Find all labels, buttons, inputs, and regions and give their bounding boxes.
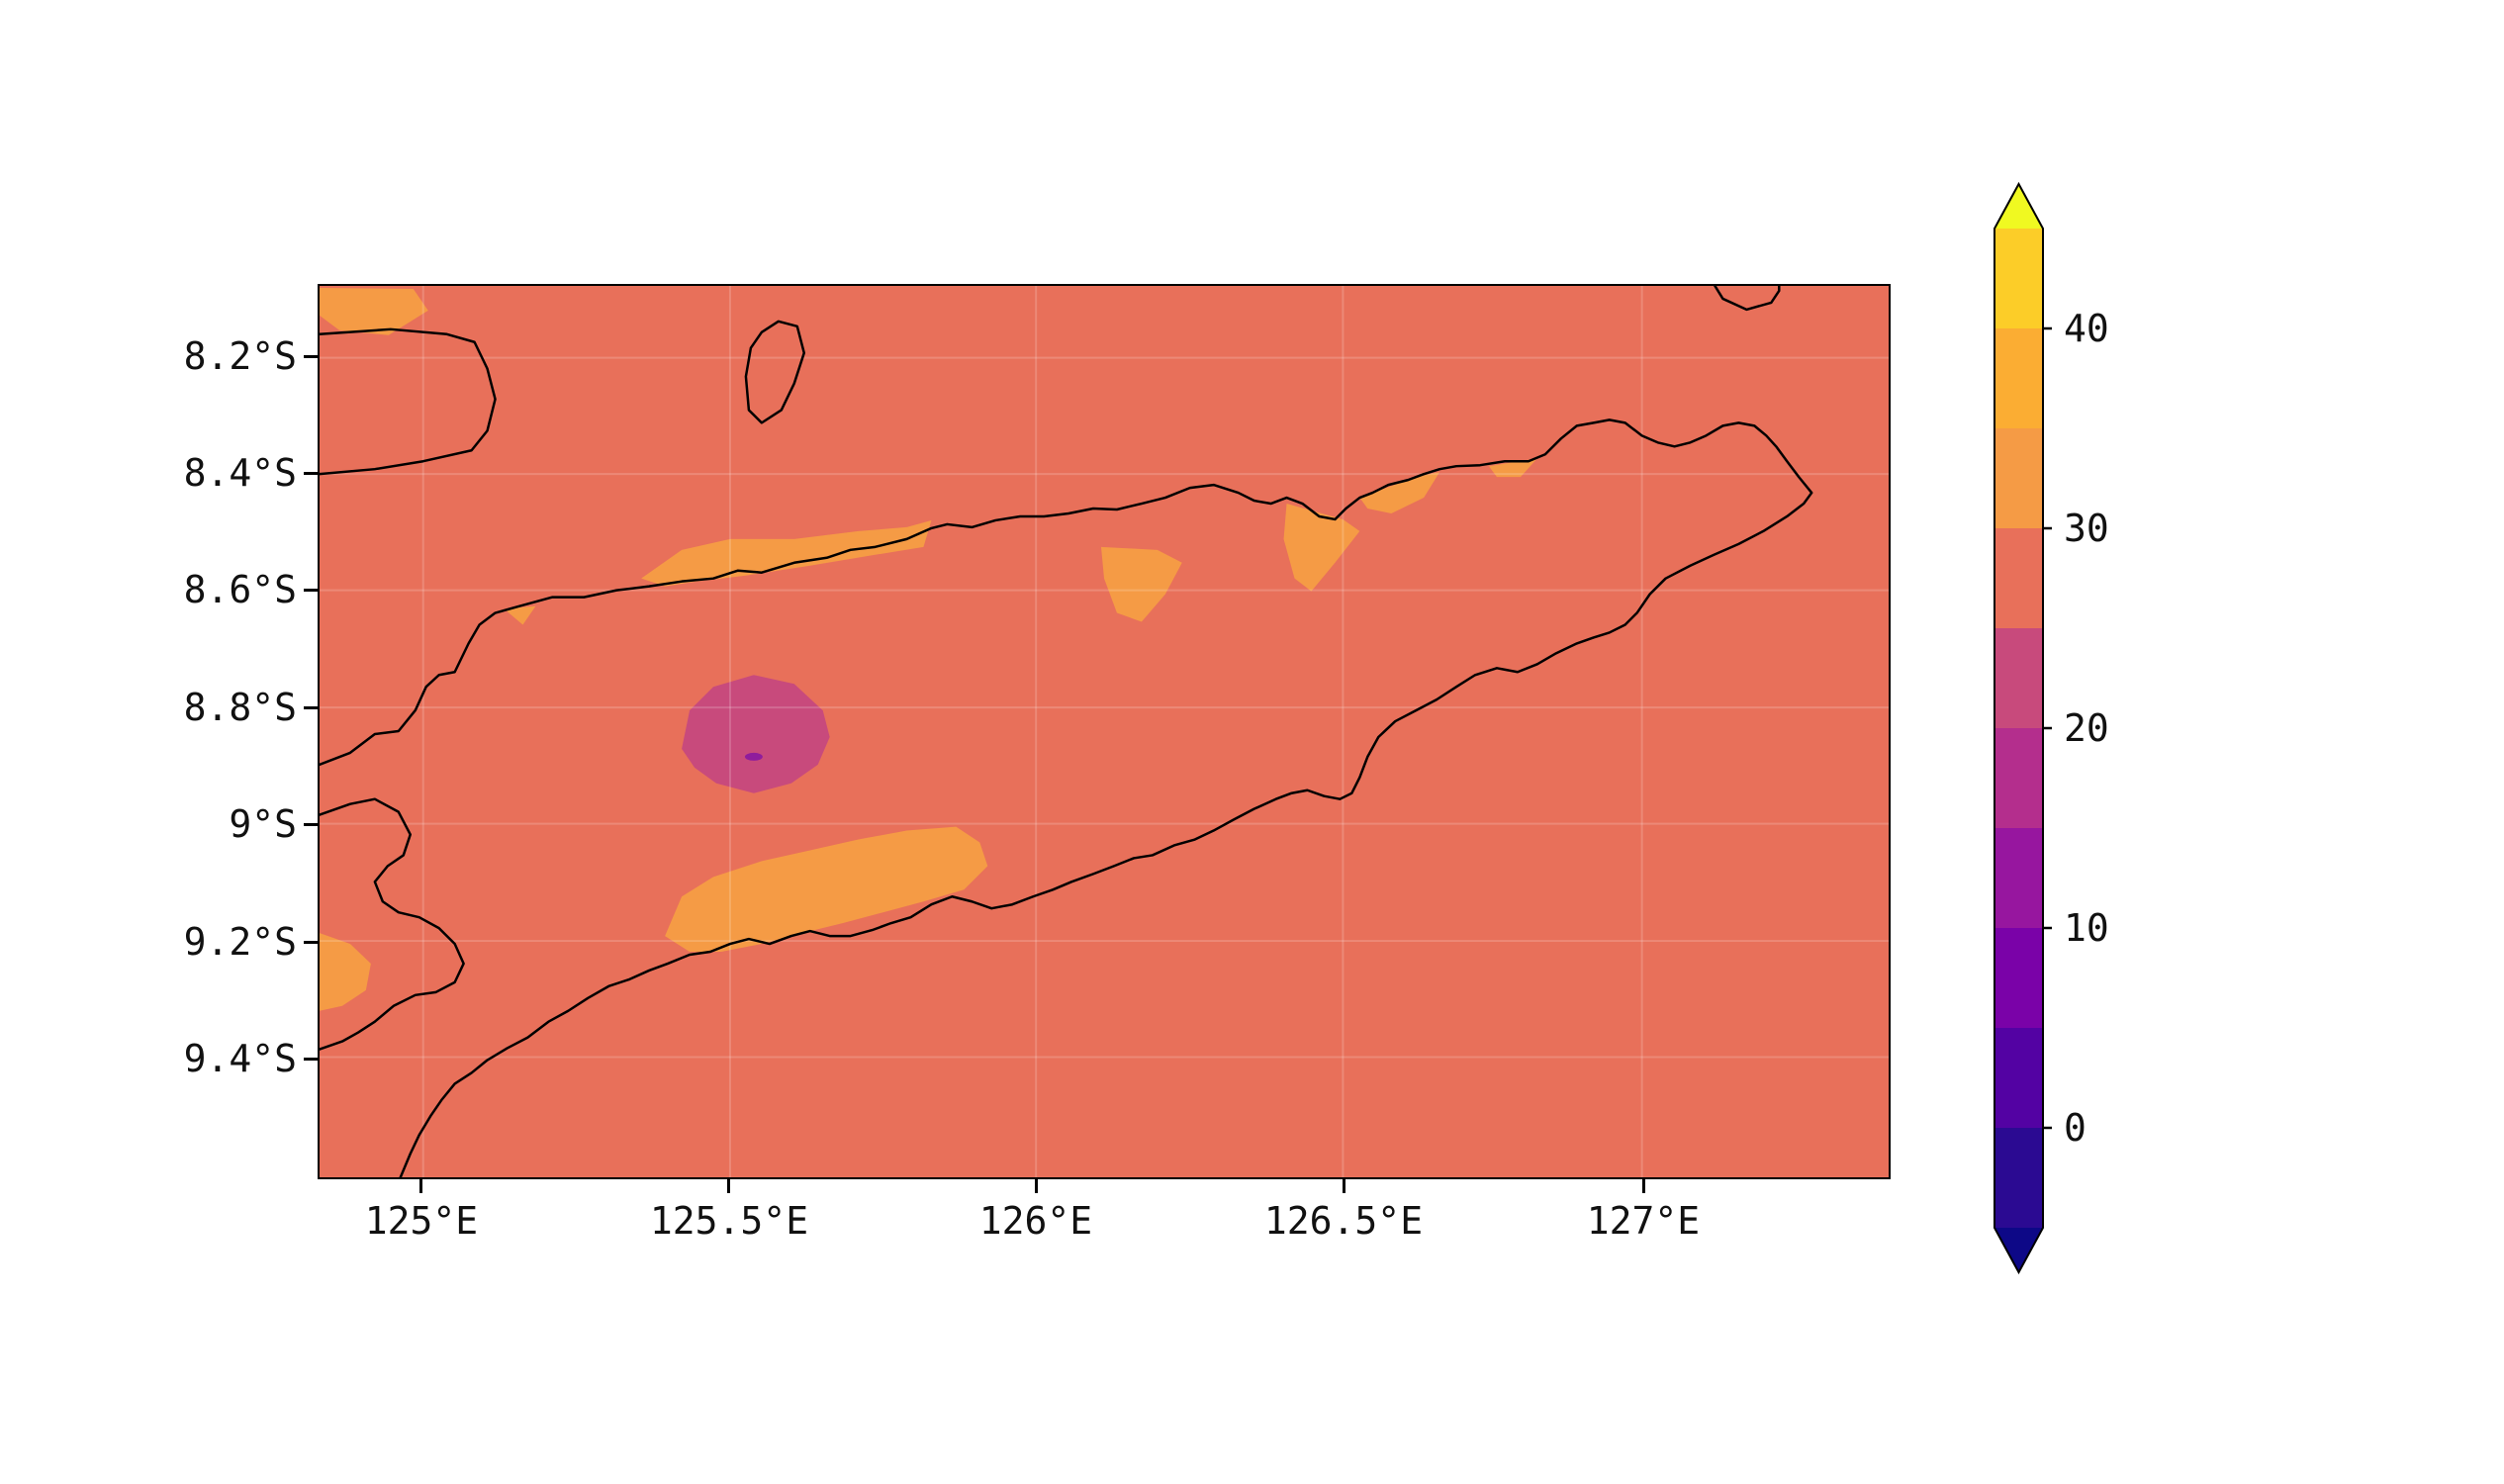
coastline-atauro <box>744 320 806 424</box>
y-axis-tick <box>304 823 318 826</box>
colorbar-tick-label: 20 <box>2064 706 2109 750</box>
warm-patch-west-edge <box>320 933 371 1011</box>
y-axis-tick <box>304 941 318 944</box>
y-tick-label: 9.4°S <box>183 1037 297 1080</box>
colorbar-ticks <box>2043 326 2052 1130</box>
y-tick-label: 9°S <box>229 802 297 846</box>
colorbar-band <box>1994 328 2043 428</box>
colorbar-tick-label: 0 <box>2064 1106 2087 1150</box>
cool-spot <box>744 752 763 761</box>
warm-patch-north-coast <box>641 519 932 587</box>
map-plot <box>318 284 1891 1179</box>
warm-patch-northeast-3 <box>1489 458 1537 478</box>
graticule-grid <box>320 286 1889 1177</box>
warm-patch-northeast-2 <box>1359 472 1440 513</box>
x-tick-label: 126°E <box>978 1199 1093 1243</box>
colorbar-over-arrow <box>1994 184 2043 229</box>
x-tick-label: 125.5°E <box>649 1199 809 1243</box>
colorbar-tick-label: 30 <box>2064 507 2109 550</box>
coastline-timor-main <box>320 418 1813 1177</box>
x-axis-tick <box>1343 1179 1345 1193</box>
y-axis-tick <box>304 1058 318 1061</box>
coastlines <box>320 286 1813 1177</box>
colorbar-band <box>1994 628 2043 728</box>
y-tick-label: 8.2°S <box>183 334 297 378</box>
y-axis-tick <box>304 706 318 709</box>
x-tick-label: 125°E <box>364 1199 479 1243</box>
colorbar-tick-label: 40 <box>2064 307 2109 350</box>
y-tick-label: 8.8°S <box>183 686 297 729</box>
coastline-alor <box>320 327 497 476</box>
x-axis-tick <box>1035 1179 1038 1193</box>
x-axis-tick <box>727 1179 730 1193</box>
colorbar-band <box>1994 728 2043 828</box>
y-axis-tick <box>304 589 318 592</box>
coastline-top-islet <box>1714 286 1781 312</box>
x-tick-label: 126.5°E <box>1263 1199 1424 1243</box>
colorbar-band <box>1994 428 2043 528</box>
y-axis-tick <box>304 472 318 475</box>
colorbar-band <box>1994 828 2043 928</box>
y-axis-tick <box>304 355 318 358</box>
warm-patch-nw-corner <box>320 287 428 335</box>
y-tick-label: 8.6°S <box>183 568 297 611</box>
coastline-west-bays <box>320 797 465 1051</box>
colorbar-outline <box>1994 181 2044 1275</box>
cool-patch-highlands <box>682 675 830 793</box>
colorbar-band <box>1994 528 2043 628</box>
colorbar-tick-label: 10 <box>2064 906 2109 950</box>
y-tick-label: 9.2°S <box>183 920 297 964</box>
x-axis-tick <box>1642 1179 1645 1193</box>
warm-patch-northeast-1 <box>1283 504 1360 592</box>
warm-patch-south-coast <box>665 826 988 953</box>
warm-anomaly-patches <box>320 287 1537 1011</box>
x-tick-label: 127°E <box>1586 1199 1701 1243</box>
cool-anomaly-patches <box>682 675 830 793</box>
map-svg <box>320 286 1889 1177</box>
colorbar-band <box>1994 229 2043 328</box>
colorbar <box>1994 181 2052 1275</box>
warm-patch-small <box>504 605 536 625</box>
y-tick-label: 8.4°S <box>183 451 297 495</box>
colorbar-band <box>1994 1028 2043 1128</box>
colorbar-band <box>1994 928 2043 1028</box>
colorbar-bands <box>1994 229 2043 1228</box>
x-axis-tick <box>419 1179 422 1193</box>
colorbar-band <box>1994 1128 2043 1228</box>
warm-patch-central <box>1101 546 1182 622</box>
colorbar-under-arrow <box>1994 1228 2043 1272</box>
